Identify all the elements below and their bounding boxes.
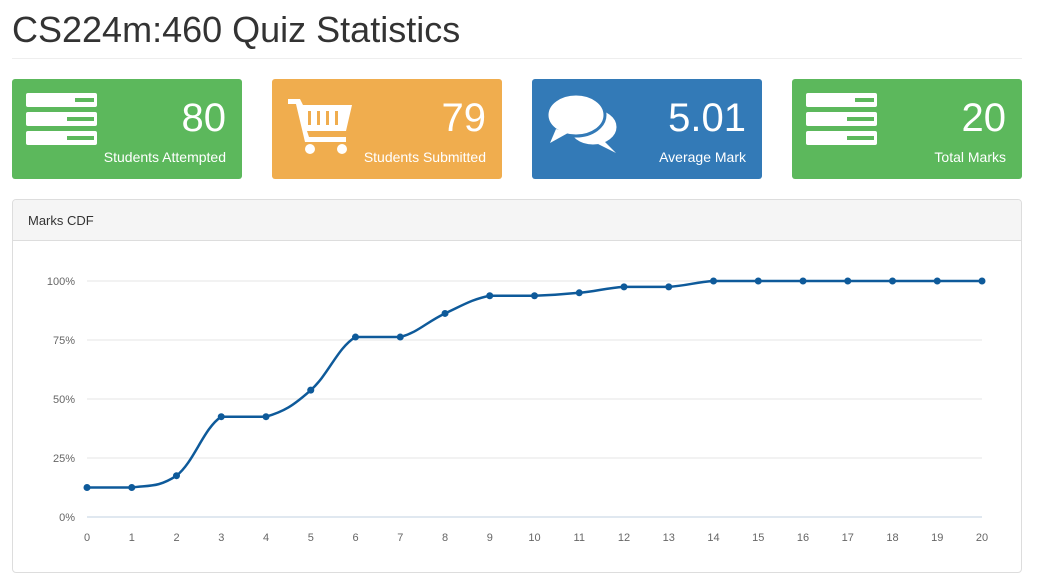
x-tick-label: 12 bbox=[618, 532, 630, 544]
title-divider bbox=[12, 58, 1022, 59]
data-point bbox=[799, 277, 807, 285]
stat-value: 80 bbox=[181, 96, 227, 140]
y-tick-label: 75% bbox=[53, 335, 75, 347]
y-tick-label: 25% bbox=[53, 453, 75, 465]
data-point bbox=[620, 283, 628, 291]
x-tick-label: 14 bbox=[707, 532, 719, 544]
data-point bbox=[710, 277, 717, 285]
data-point bbox=[575, 289, 583, 297]
x-tick-label: 7 bbox=[397, 532, 403, 544]
x-tick-label: 5 bbox=[308, 532, 314, 544]
data-point bbox=[486, 292, 494, 300]
y-tick-label: 100% bbox=[47, 276, 75, 288]
stat-label: Total Marks bbox=[934, 149, 1006, 165]
data-point bbox=[889, 277, 896, 285]
data-point bbox=[531, 292, 538, 300]
stat-value: 5.01 bbox=[668, 96, 746, 140]
x-tick-label: 4 bbox=[263, 532, 269, 544]
marks-cdf-chart: 0%25%50%75%100%0 1 2 3 4 5 6 7 8 9 10 11 12 13 14 15 16 1… bbox=[47, 276, 988, 544]
x-tick-label: 18 bbox=[886, 532, 898, 544]
x-tick-label: 17 bbox=[842, 532, 854, 544]
comments-icon bbox=[545, 92, 622, 160]
x-tick-label: 15 bbox=[752, 532, 764, 544]
data-point bbox=[441, 309, 449, 317]
x-tick-label: 2 bbox=[173, 532, 179, 544]
data-point bbox=[978, 277, 986, 285]
data-point bbox=[665, 283, 673, 291]
x-tick-label: 20 bbox=[976, 532, 988, 544]
data-point bbox=[933, 277, 941, 285]
x-tick-label: 11 bbox=[574, 532, 585, 544]
x-tick-label: 19 bbox=[931, 532, 943, 544]
cdf-series-line bbox=[87, 279, 982, 489]
data-point bbox=[844, 277, 852, 285]
marks-cdf-panel: Marks CDF 0% 25% 50% 75% 100% 0 1 2 3 4 5 6 7 8 9 10 11 1… bbox=[12, 199, 1022, 573]
stat-card-students-attempted: 80 Students Attempted bbox=[12, 79, 242, 179]
data-point bbox=[307, 386, 315, 394]
x-tick-label: 1 bbox=[129, 532, 135, 544]
stat-value: 79 bbox=[441, 96, 487, 140]
data-point bbox=[754, 277, 762, 285]
x-tick-label: 0 bbox=[84, 532, 90, 544]
y-tick-label: 50% bbox=[53, 394, 75, 406]
data-point bbox=[396, 333, 404, 341]
stat-card-average-mark: 5.01 Average Mark bbox=[532, 79, 762, 179]
y-tick-label: 0% bbox=[59, 512, 75, 524]
stat-label: Students Attempted bbox=[103, 149, 226, 165]
data-point bbox=[128, 484, 136, 491]
x-tick-label: 6 bbox=[352, 532, 358, 544]
x-tick-label: 16 bbox=[797, 532, 809, 544]
stat-card-students-submitted: 79 Students Submitted bbox=[272, 79, 502, 179]
data-point bbox=[262, 413, 270, 421]
data-point bbox=[352, 333, 359, 341]
x-tick-label: 3 bbox=[218, 532, 224, 544]
list-icon bbox=[806, 93, 878, 154]
stat-label: Students Submitted bbox=[363, 149, 486, 165]
x-tick-label: 10 bbox=[528, 532, 540, 544]
x-tick-label: 13 bbox=[663, 532, 675, 544]
stat-card-total-marks: 20 Total Marks bbox=[792, 79, 1022, 179]
data-point bbox=[217, 413, 225, 421]
page-title: CS224m:460 Quiz Statistics bbox=[12, 9, 461, 50]
stat-value: 20 bbox=[961, 96, 1007, 140]
data-point bbox=[83, 484, 91, 491]
panel-heading: Marks CDF bbox=[13, 200, 1021, 241]
shopping-cart-icon bbox=[286, 93, 358, 160]
data-point bbox=[173, 472, 180, 480]
x-tick-label: 9 bbox=[487, 532, 493, 544]
list-icon bbox=[26, 93, 98, 154]
x-tick-label: 8 bbox=[442, 532, 448, 544]
stat-label: Average Mark bbox=[659, 149, 746, 165]
